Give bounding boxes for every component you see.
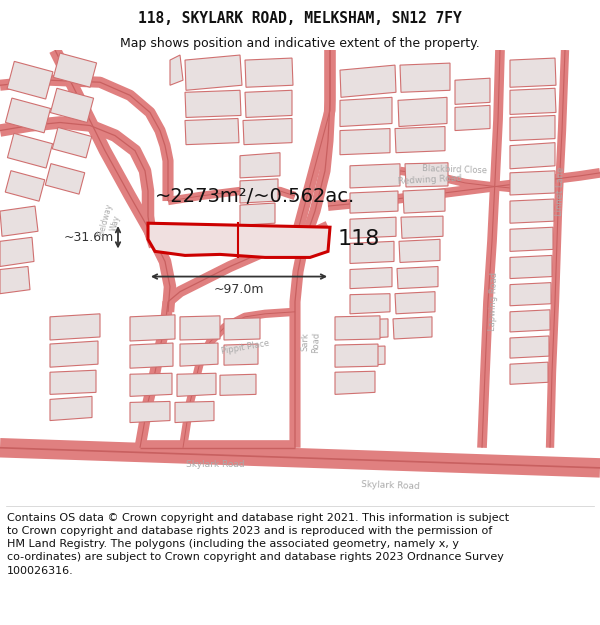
Polygon shape — [185, 90, 241, 118]
Polygon shape — [50, 314, 100, 340]
Polygon shape — [510, 116, 555, 141]
Polygon shape — [185, 55, 242, 90]
Polygon shape — [455, 106, 490, 131]
Polygon shape — [510, 362, 548, 384]
Polygon shape — [180, 343, 218, 366]
Polygon shape — [510, 88, 556, 114]
Text: 118, SKYLARK ROAD, MELKSHAM, SN12 7FY: 118, SKYLARK ROAD, MELKSHAM, SN12 7FY — [138, 11, 462, 26]
Polygon shape — [510, 282, 551, 306]
Text: Contains OS data © Crown copyright and database right 2021. This information is : Contains OS data © Crown copyright and d… — [7, 513, 509, 576]
Polygon shape — [50, 341, 98, 367]
Text: Pippit Place: Pippit Place — [220, 338, 270, 356]
Polygon shape — [350, 294, 390, 314]
Polygon shape — [185, 119, 239, 144]
Polygon shape — [335, 316, 380, 340]
Polygon shape — [350, 346, 385, 366]
Polygon shape — [170, 55, 183, 85]
Polygon shape — [5, 98, 50, 133]
Polygon shape — [243, 119, 292, 144]
Text: Skylark Road: Skylark Road — [361, 480, 419, 491]
Polygon shape — [340, 98, 392, 126]
Text: Redwing Road: Redwing Road — [398, 174, 463, 186]
Polygon shape — [148, 223, 330, 258]
Polygon shape — [224, 344, 258, 365]
Polygon shape — [340, 129, 390, 155]
Polygon shape — [510, 310, 550, 332]
Polygon shape — [245, 90, 292, 118]
Polygon shape — [350, 217, 396, 238]
Polygon shape — [53, 53, 97, 88]
Polygon shape — [240, 152, 280, 178]
Text: Fieldway
Way: Fieldway Way — [97, 202, 124, 240]
Text: ~31.6m: ~31.6m — [64, 231, 114, 244]
Text: Skylark Road: Skylark Road — [185, 461, 244, 469]
Polygon shape — [130, 373, 172, 396]
Text: 118: 118 — [338, 229, 380, 249]
Polygon shape — [510, 58, 556, 88]
Polygon shape — [403, 189, 445, 213]
Polygon shape — [510, 228, 553, 251]
Polygon shape — [350, 319, 388, 339]
Polygon shape — [510, 142, 555, 169]
Polygon shape — [50, 396, 92, 421]
Polygon shape — [7, 61, 53, 99]
Polygon shape — [130, 343, 173, 368]
Polygon shape — [0, 238, 34, 266]
Polygon shape — [393, 317, 432, 339]
Polygon shape — [130, 315, 175, 341]
Polygon shape — [50, 88, 94, 122]
Polygon shape — [350, 241, 394, 264]
Polygon shape — [240, 179, 278, 203]
Polygon shape — [180, 316, 220, 340]
Polygon shape — [398, 98, 447, 126]
Polygon shape — [45, 164, 85, 194]
Polygon shape — [5, 171, 45, 201]
Polygon shape — [510, 336, 549, 358]
Text: Linnet Lane: Linnet Lane — [554, 166, 565, 216]
Polygon shape — [397, 266, 438, 289]
Polygon shape — [224, 318, 260, 340]
Polygon shape — [350, 268, 392, 289]
Polygon shape — [399, 239, 440, 262]
Text: Blackbird Close: Blackbird Close — [422, 164, 488, 175]
Polygon shape — [510, 256, 552, 279]
Polygon shape — [405, 162, 448, 187]
Polygon shape — [7, 133, 53, 168]
Polygon shape — [240, 203, 275, 225]
Polygon shape — [400, 63, 450, 92]
Polygon shape — [395, 292, 435, 314]
Polygon shape — [0, 206, 38, 236]
Polygon shape — [350, 191, 398, 213]
Polygon shape — [335, 344, 378, 367]
Text: ~97.0m: ~97.0m — [214, 282, 264, 296]
Polygon shape — [177, 373, 216, 396]
Text: Lapwing Road: Lapwing Road — [488, 272, 500, 331]
Text: ~2273m²/~0.562ac.: ~2273m²/~0.562ac. — [155, 187, 355, 206]
Polygon shape — [455, 78, 490, 104]
Text: Map shows position and indicative extent of the property.: Map shows position and indicative extent… — [120, 38, 480, 51]
Polygon shape — [395, 126, 445, 152]
Polygon shape — [335, 371, 375, 394]
Polygon shape — [401, 216, 443, 238]
Polygon shape — [175, 401, 214, 422]
Polygon shape — [245, 58, 293, 88]
Polygon shape — [340, 65, 396, 98]
Polygon shape — [0, 266, 30, 294]
Polygon shape — [52, 127, 92, 158]
Polygon shape — [130, 401, 170, 422]
Polygon shape — [510, 171, 555, 195]
Polygon shape — [350, 164, 400, 188]
Polygon shape — [510, 199, 554, 223]
Text: Sark
Road: Sark Road — [301, 331, 321, 353]
Polygon shape — [50, 370, 96, 394]
Polygon shape — [220, 374, 256, 396]
